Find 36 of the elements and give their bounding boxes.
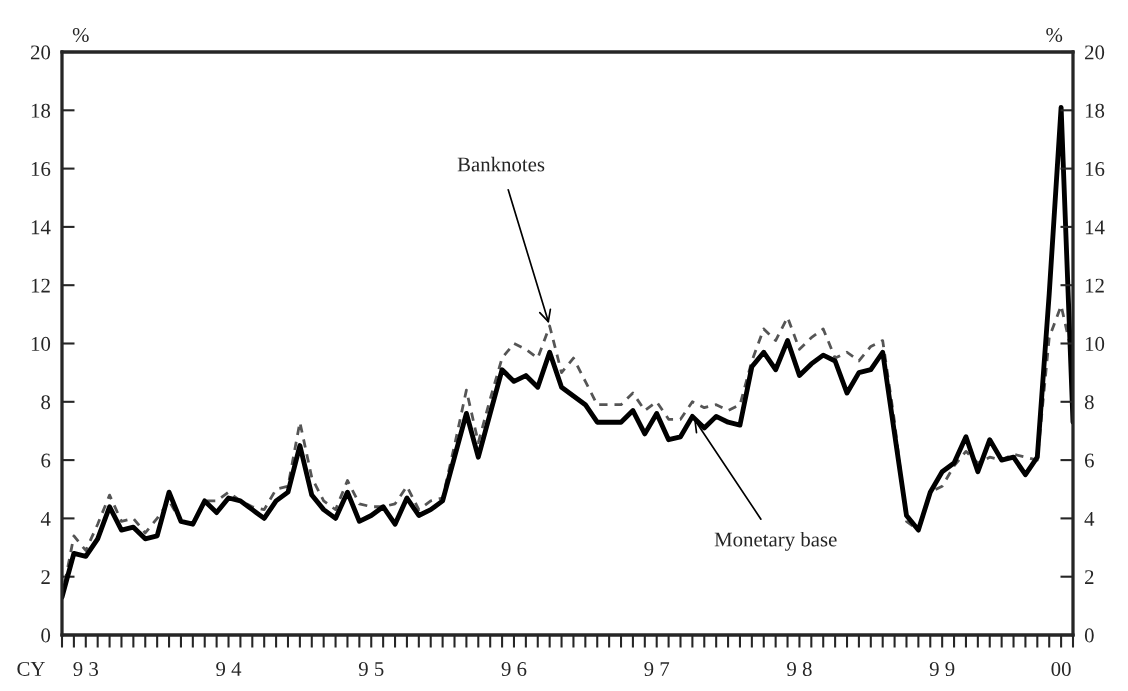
y-tick-label: 6: [41, 453, 51, 468]
y-axis-title: %: [72, 27, 89, 43]
x-tick-label: 9 6: [501, 662, 527, 677]
x-tick-label: 9 5: [358, 662, 384, 677]
y-tick-label: 12: [31, 278, 50, 293]
x-tick-label: 9 3: [73, 662, 98, 677]
y-tick-label: 18: [31, 103, 51, 118]
y-tick-label: 2: [41, 570, 50, 584]
y2-tick-label: 12: [1085, 278, 1104, 293]
y2-tick-label: 14: [1085, 220, 1105, 235]
y2-tick-label: 6: [1085, 453, 1094, 468]
x-tick-label: 9 7: [644, 662, 670, 677]
y2-tick-label: 18: [1085, 103, 1105, 118]
y-tick-label: 0: [41, 628, 51, 643]
y2-tick-label: 2: [1085, 570, 1094, 584]
y2-tick-label: 10: [1085, 336, 1105, 351]
y2-axis-title: %: [1046, 27, 1063, 43]
annotation: Monetary base: [714, 531, 837, 551]
y-tick-label: 4: [40, 511, 51, 526]
y2-tick-label: 16: [1085, 162, 1105, 177]
x-tick-label: 9 4: [216, 662, 242, 677]
y2-tick-label: 20: [1085, 45, 1105, 60]
line-series: [62, 104, 1073, 600]
x-tick-label: 9 9: [929, 662, 955, 677]
x-tick-label: 9 8: [787, 661, 812, 677]
annotation: Banknotes: [457, 156, 545, 172]
y-tick-label: 16: [31, 162, 51, 177]
x-tick-label: 00: [1051, 661, 1071, 677]
y-tick-label: 14: [31, 220, 51, 235]
y2-tick-label: 0: [1084, 628, 1094, 643]
y-tick-label: 8: [41, 395, 51, 410]
text: CY: [17, 661, 45, 676]
y2-tick-label: 8: [1084, 395, 1094, 410]
y-tick-label: 10: [31, 336, 51, 351]
y-tick-label: 20: [30, 45, 51, 60]
y2-tick-label: 4: [1084, 511, 1095, 526]
